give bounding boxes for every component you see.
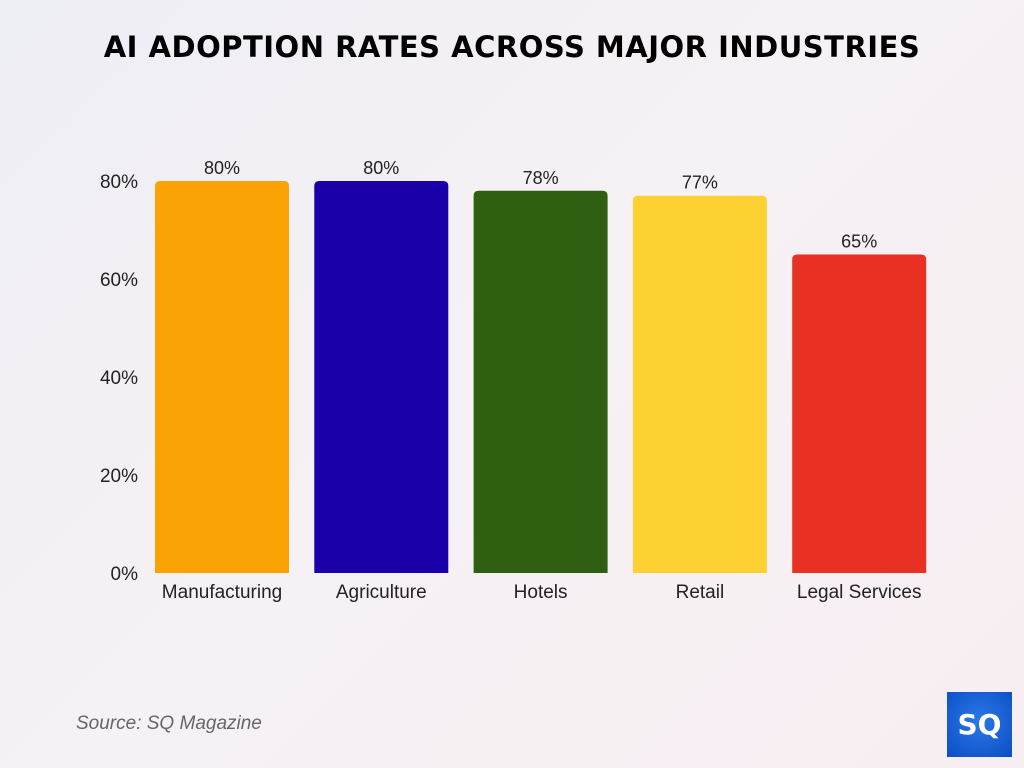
x-tick-label: Retail — [676, 582, 725, 603]
y-tick-label: 20% — [100, 466, 138, 487]
y-tick-label: 60% — [100, 270, 138, 291]
data-label: 80% — [363, 158, 399, 178]
y-tick-label: 40% — [100, 368, 138, 389]
bar — [632, 195, 767, 573]
y-tick-label: 80% — [100, 172, 138, 193]
bar — [314, 181, 449, 573]
data-label: 78% — [523, 168, 559, 188]
x-tick-label: Legal Services — [797, 582, 922, 603]
bar — [473, 190, 608, 574]
x-tick-label: Agriculture — [336, 582, 427, 603]
bar — [792, 254, 927, 573]
chart-title: AI ADOPTION RATES ACROSS MAJOR INDUSTRIE… — [103, 30, 921, 64]
sq-logo: SQ — [947, 692, 1012, 757]
bar — [155, 181, 289, 573]
source-note: Source: SQ Magazine — [76, 713, 262, 734]
x-tick-label: Manufacturing — [162, 582, 282, 603]
data-label: 65% — [841, 232, 877, 252]
data-label: 80% — [204, 158, 240, 178]
data-label: 77% — [682, 173, 718, 193]
y-tick-label: 0% — [111, 564, 139, 585]
x-tick-label: Hotels — [514, 582, 568, 603]
